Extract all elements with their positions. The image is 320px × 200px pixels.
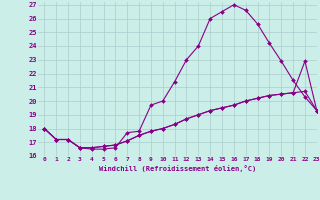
X-axis label: Windchill (Refroidissement éolien,°C): Windchill (Refroidissement éolien,°C) <box>99 165 256 172</box>
